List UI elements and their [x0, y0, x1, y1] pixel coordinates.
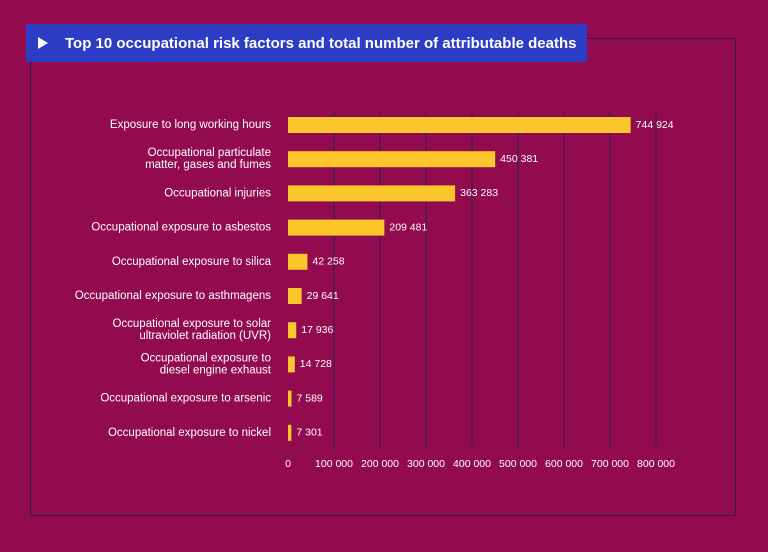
- category-label: Occupational exposure to nickel: [108, 427, 271, 439]
- category-label: Occupational exposure to silica: [112, 256, 272, 268]
- x-tick-label: 400 000: [453, 458, 491, 470]
- bar: [288, 288, 302, 304]
- category-label: Occupational exposure to asthmagens: [75, 290, 272, 302]
- bar: [288, 117, 631, 133]
- play-arrow-icon: [38, 37, 48, 49]
- labels: 0 100 000 200 000 300 000 400 000 500 000 600 …: [75, 119, 675, 470]
- category-label: Occupational particulate matter, gases an…: [145, 147, 271, 171]
- chart-title: Top 10 occupational risk factors and tot…: [65, 34, 577, 52]
- chart-title-bar: Top 10 occupational risk factors and tot…: [26, 24, 587, 62]
- bar: [288, 185, 456, 202]
- x-tick-label: 700 000: [591, 458, 629, 470]
- category-label: Occupational injuries: [164, 187, 271, 199]
- category-label: Occupational exposure to diesel engine ex…: [141, 352, 272, 376]
- bar: [288, 219, 385, 236]
- bar: [288, 151, 496, 168]
- x-tick-label: 0: [285, 458, 291, 470]
- value-label: 14 728: [300, 358, 332, 370]
- category-label: Exposure to long working hours: [110, 119, 271, 131]
- category-label: Occupational exposure to asbestos: [91, 222, 271, 234]
- category-label: Occupational exposure to arsenic: [100, 393, 271, 405]
- x-tick-label: 500 000: [499, 458, 537, 470]
- gridlines: [333, 112, 657, 447]
- value-label: 17 936: [301, 324, 333, 336]
- bar: [288, 322, 297, 339]
- value-label: 29 641: [307, 290, 339, 302]
- x-tick-label: 600 000: [545, 458, 583, 470]
- category-label: Occupational exposure to solar ultraviole…: [112, 318, 271, 342]
- value-label: 744 924: [636, 119, 674, 131]
- bar: [288, 356, 295, 373]
- value-label: 450 381: [500, 153, 538, 165]
- x-tick-label: 200 000: [361, 458, 399, 470]
- bars: [288, 117, 631, 441]
- x-tick-label: 800 000: [637, 458, 675, 470]
- x-tick-label: 100 000: [315, 458, 353, 470]
- value-label: 7 301: [296, 427, 322, 439]
- value-label: 42 258: [312, 256, 344, 268]
- bar: [288, 390, 292, 407]
- value-label: 7 589: [296, 392, 322, 404]
- value-label: 209 481: [389, 221, 427, 233]
- x-tick-label: 300 000: [407, 458, 445, 470]
- bar: [288, 424, 292, 441]
- bar: [288, 253, 308, 270]
- value-label: 363 283: [460, 187, 498, 199]
